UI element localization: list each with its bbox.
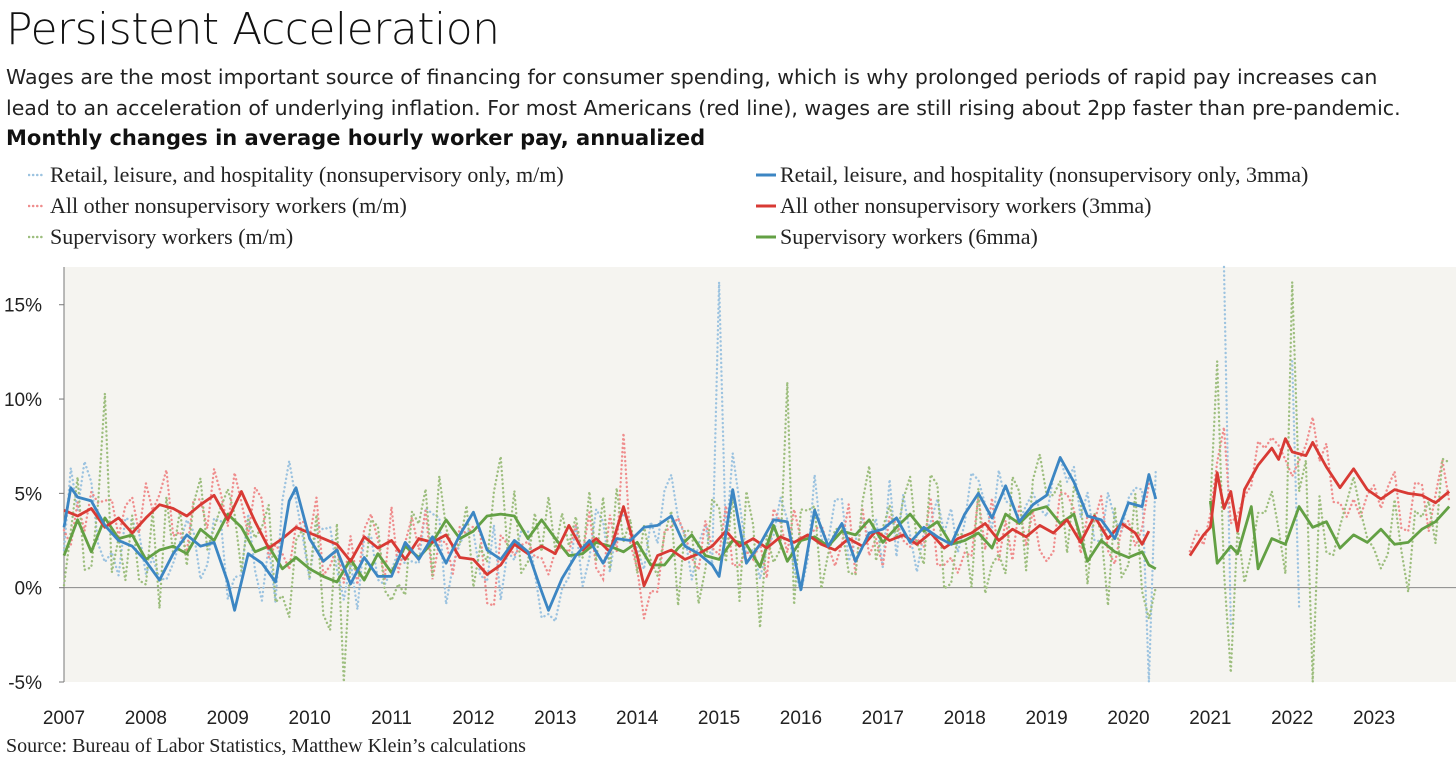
description-line-1: Wages are the most important source of f… — [6, 65, 1378, 89]
source-note: Source: Bureau of Labor Statistics, Matt… — [6, 735, 526, 757]
x-tick-label: 2010 — [289, 708, 331, 729]
y-tick-label: -5% — [8, 673, 42, 694]
x-tick-label: 2023 — [1353, 708, 1395, 729]
plot-background — [64, 267, 1456, 682]
series-line-4 — [63, 437, 1451, 588]
legend-label: Supervisory workers (6mma) — [780, 224, 1038, 249]
x-tick-label: 2019 — [1025, 708, 1067, 729]
dotted-line-swatch-icon — [28, 173, 46, 177]
chart-description: Wages are the most important source of f… — [6, 62, 1450, 124]
x-tick-label: 2007 — [43, 708, 85, 729]
x-tick-label: 2014 — [616, 708, 659, 729]
legend-label: All other nonsupervisory workers (m/m) — [50, 193, 407, 218]
chart-title: Persistent Acceleration — [6, 4, 500, 55]
solid-line-swatch-icon — [756, 204, 776, 208]
series-line-1 — [62, 416, 1451, 619]
solid-line-swatch-icon — [756, 235, 776, 239]
legend-item-other-mm: All other nonsupervisory workers (m/m) — [28, 191, 407, 221]
series-line-5 — [62, 500, 1451, 584]
y-tick-label: 15% — [4, 296, 42, 317]
x-tick-label: 2017 — [862, 708, 904, 729]
dotted-line-swatch-icon — [28, 204, 46, 208]
chart-subtitle: Monthly changes in average hourly worker… — [6, 126, 706, 150]
x-tick-label: 2016 — [780, 708, 822, 729]
legend-label: All other nonsupervisory workers (3mma) — [780, 193, 1152, 218]
description-line-2: lead to an acceleration of underlying in… — [6, 96, 1401, 120]
legend-item-supervisory-mm: Supervisory workers (m/m) — [28, 222, 293, 252]
x-tick-label: 2012 — [452, 708, 494, 729]
legend: Retail, leisure, and hospitality (nonsup… — [28, 160, 1456, 260]
y-tick-label: 5% — [15, 484, 43, 505]
x-tick-label: 2008 — [125, 708, 167, 729]
x-tick-label: 2020 — [1107, 708, 1149, 729]
x-tick-label: 2015 — [698, 708, 740, 729]
legend-label: Retail, leisure, and hospitality (nonsup… — [780, 162, 1309, 187]
legend-item-retail-3mma: Retail, leisure, and hospitality (nonsup… — [756, 160, 1308, 190]
legend-label: Supervisory workers (m/m) — [50, 224, 294, 249]
legend-item-supervisory-6mma: Supervisory workers (6mma) — [756, 222, 1038, 252]
y-tick-label: 10% — [4, 390, 42, 411]
x-tick-label: 2021 — [1189, 708, 1231, 729]
series-line-3 — [62, 456, 1158, 612]
x-tick-label: 2009 — [207, 708, 249, 729]
line-chart: 15% 10% 5% 0% -5%2007 2008 2009 2010 2011 2012 201… — [4, 265, 1456, 729]
x-tick-label: 2011 — [371, 708, 412, 729]
y-tick-label: 0% — [15, 579, 43, 600]
legend-item-retail-mm: Retail, leisure, and hospitality (nonsup… — [28, 160, 564, 190]
solid-line-swatch-icon — [756, 173, 776, 177]
x-tick-label: 2022 — [1271, 708, 1313, 729]
legend-label: Retail, leisure, and hospitality (nonsup… — [50, 162, 564, 187]
x-tick-label: 2013 — [534, 708, 576, 729]
dotted-line-swatch-icon — [28, 235, 46, 239]
x-tick-label: 2018 — [944, 708, 986, 729]
legend-item-other-3mma: All other nonsupervisory workers (3mma) — [756, 191, 1151, 221]
